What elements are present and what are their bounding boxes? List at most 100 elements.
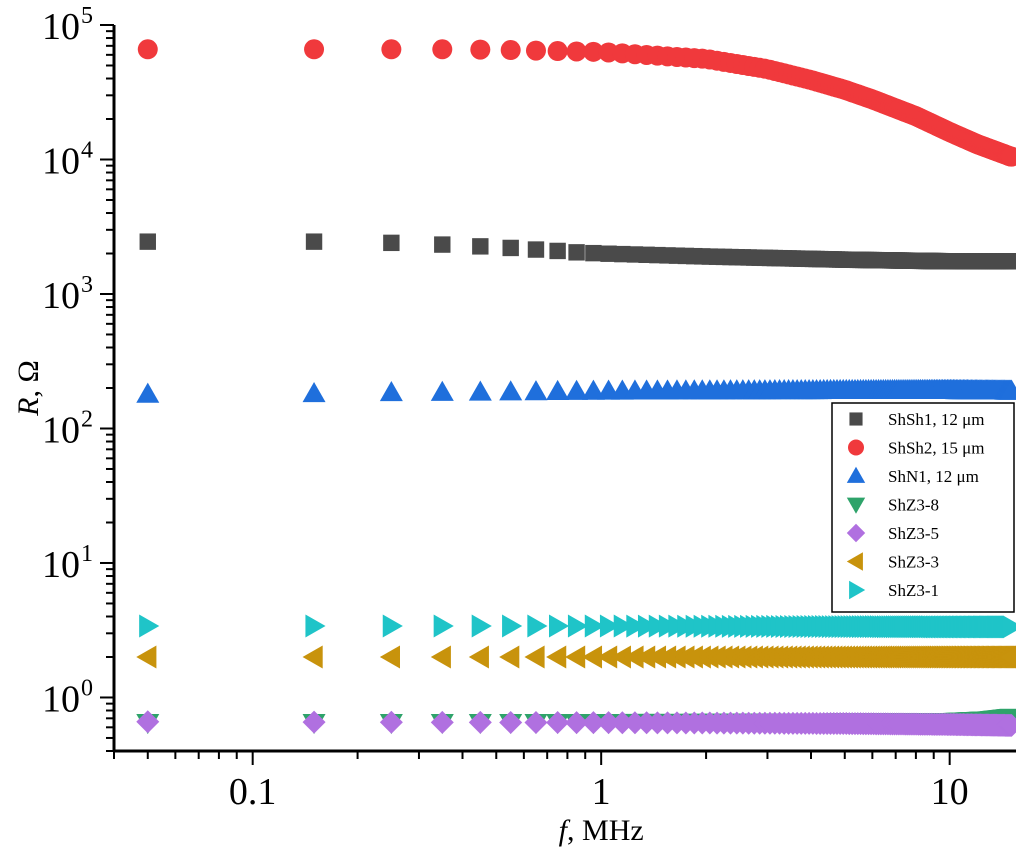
data-point: [610, 711, 634, 735]
y-axis-title: R, Ω: [12, 360, 45, 417]
data-point: [583, 41, 604, 62]
y-tick-label: 10: [42, 678, 80, 720]
y-tick-base: 10: [42, 678, 80, 720]
data-point: [499, 380, 523, 401]
data-point: [302, 382, 326, 403]
y-tick-base: 10: [42, 140, 80, 182]
data-point: [623, 645, 644, 669]
data-point: [613, 614, 634, 638]
legend-box: [831, 402, 1015, 613]
legend-label: ShN1, 12 μm: [888, 467, 979, 486]
data-point: [546, 645, 567, 669]
data-point: [597, 645, 618, 669]
legend-marker-circle-icon: [848, 439, 864, 456]
data-point: [546, 711, 570, 735]
data-point: [524, 711, 548, 735]
data-point: [139, 614, 160, 638]
data-point: [468, 710, 492, 734]
legend-item: ShZ3-3: [846, 552, 939, 572]
x-axis-title-unit: , MHz: [567, 814, 644, 847]
legend-item: ShZ3-5: [846, 523, 939, 543]
y-axis-title-symbol: R: [12, 397, 45, 416]
data-point: [527, 614, 548, 638]
data-point: [1000, 713, 1016, 737]
data-point: [597, 711, 621, 735]
data-point: [499, 645, 520, 669]
y-tick-exponent: 1: [81, 541, 93, 567]
data-point: [567, 614, 589, 638]
legend-label: ShZ3-1: [888, 581, 939, 600]
data-point: [430, 710, 454, 734]
legend-label: ShSh1, 12 μm: [888, 410, 985, 429]
data-point: [434, 236, 451, 253]
data-point: [136, 645, 157, 669]
x-tick-label: 0.1: [229, 771, 277, 813]
data-point: [1000, 379, 1016, 400]
legend-label: ShZ3-5: [888, 524, 939, 543]
data-point: [581, 711, 605, 735]
data-point: [302, 710, 326, 734]
data-point: [136, 710, 160, 734]
data-point: [546, 379, 570, 401]
data-point: [136, 382, 160, 403]
legend-marker-square-icon: [849, 412, 863, 426]
series-shz3-3: [136, 645, 1016, 669]
data-point: [645, 645, 667, 669]
data-point: [565, 379, 589, 400]
data-point: [635, 645, 656, 669]
y-tick-base: 10: [42, 275, 80, 317]
data-point: [433, 614, 454, 638]
data-point: [585, 244, 602, 262]
legend-item: ShSh1, 12 μm: [849, 410, 985, 429]
y-tick-exponent: 0: [81, 675, 93, 701]
y-tick-label: 10: [42, 6, 80, 48]
data-point: [302, 645, 323, 669]
data-point: [599, 614, 621, 638]
data-point: [565, 645, 586, 669]
y-tick-label: 10: [42, 140, 80, 182]
data-point: [304, 39, 325, 60]
plot-area: [136, 39, 1016, 737]
data-point: [137, 39, 158, 60]
data-point: [600, 245, 617, 262]
x-tick-label: 1: [592, 771, 611, 813]
data-point: [472, 238, 489, 255]
y-tick-exponent: 2: [81, 406, 93, 432]
series-shn1-12-m: [136, 378, 1016, 403]
data-point: [499, 710, 523, 734]
series-shz3-5: [136, 710, 1016, 737]
data-point: [527, 241, 545, 258]
data-point: [581, 645, 603, 669]
data-point: [383, 234, 400, 252]
y-tick-exponent: 3: [81, 272, 93, 298]
legend-marker-diamond-icon: [846, 523, 866, 543]
data-point: [566, 41, 587, 62]
data-point: [468, 645, 489, 669]
data-point: [547, 41, 568, 62]
data-point: [626, 614, 647, 638]
data-point: [525, 40, 546, 61]
data-point: [470, 39, 491, 60]
y-tick-base: 10: [42, 409, 80, 451]
y-tick-exponent: 4: [81, 137, 93, 163]
y-tick-base: 10: [42, 544, 80, 586]
legend-item: ShN1, 12 μm: [846, 466, 979, 486]
y-tick-base: 10: [42, 6, 80, 48]
data-point: [1000, 647, 1016, 667]
data-point: [305, 233, 323, 250]
data-point: [381, 39, 402, 60]
series-shz3-1: [139, 614, 1016, 639]
data-point: [382, 614, 403, 638]
legend-item: ShZ3-1: [849, 580, 939, 600]
data-point: [1001, 146, 1016, 167]
data-point: [432, 39, 453, 60]
data-point: [430, 380, 454, 401]
data-point: [623, 711, 647, 735]
x-axis-title: f, MHz: [559, 814, 644, 847]
data-point: [568, 244, 585, 261]
data-point: [549, 614, 570, 638]
legend-label: ShSh2, 15 μm: [888, 439, 985, 458]
data-point: [379, 645, 400, 669]
data-point: [379, 710, 403, 734]
